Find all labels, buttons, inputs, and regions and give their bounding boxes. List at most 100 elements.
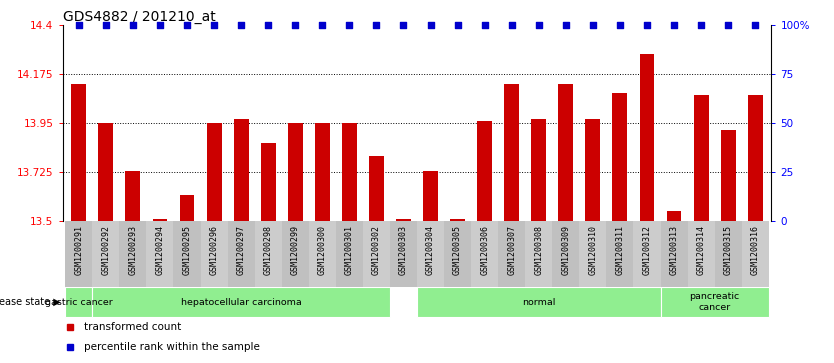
Bar: [640, 54, 655, 221]
Bar: [721, 130, 736, 221]
Bar: [261, 143, 275, 221]
Point: [451, 23, 465, 28]
Bar: [125, 171, 140, 221]
Text: pancreatic
cancer: pancreatic cancer: [690, 293, 740, 312]
Bar: [363, 221, 390, 287]
Point: [289, 23, 302, 28]
Point: [208, 23, 221, 28]
Point: [586, 23, 600, 28]
Text: GSM1200301: GSM1200301: [344, 225, 354, 275]
Bar: [634, 221, 661, 287]
Bar: [423, 171, 438, 221]
Point: [613, 23, 626, 28]
Text: GSM1200306: GSM1200306: [480, 225, 490, 275]
Point: [153, 23, 167, 28]
Bar: [65, 221, 93, 287]
Text: gastric cancer: gastric cancer: [45, 298, 113, 307]
Point: [343, 23, 356, 28]
Point: [695, 23, 708, 28]
Bar: [661, 221, 687, 287]
Bar: [200, 221, 228, 287]
Bar: [282, 221, 309, 287]
Text: GSM1200316: GSM1200316: [751, 225, 760, 275]
Text: GSM1200308: GSM1200308: [535, 225, 543, 275]
Bar: [228, 221, 254, 287]
Text: percentile rank within the sample: percentile rank within the sample: [83, 342, 259, 352]
Text: GSM1200297: GSM1200297: [237, 225, 246, 275]
Point: [126, 23, 139, 28]
Bar: [254, 221, 282, 287]
Bar: [666, 211, 681, 221]
Text: GSM1200303: GSM1200303: [399, 225, 408, 275]
Text: GSM1200293: GSM1200293: [128, 225, 138, 275]
Point: [667, 23, 681, 28]
Bar: [498, 221, 525, 287]
Bar: [612, 93, 627, 221]
Text: GSM1200291: GSM1200291: [74, 225, 83, 275]
Bar: [417, 221, 444, 287]
Text: GSM1200311: GSM1200311: [615, 225, 625, 275]
Bar: [505, 84, 519, 221]
Bar: [585, 119, 600, 221]
Bar: [93, 287, 390, 317]
Bar: [98, 123, 113, 221]
Point: [532, 23, 545, 28]
Text: transformed count: transformed count: [83, 322, 181, 333]
Point: [424, 23, 437, 28]
Text: GSM1200314: GSM1200314: [696, 225, 706, 275]
Text: GSM1200296: GSM1200296: [209, 225, 219, 275]
Text: GSM1200295: GSM1200295: [183, 225, 192, 275]
Bar: [559, 84, 573, 221]
Bar: [147, 221, 173, 287]
Bar: [65, 287, 93, 317]
Text: GSM1200302: GSM1200302: [372, 225, 381, 275]
Bar: [390, 221, 417, 287]
Bar: [552, 221, 580, 287]
Text: GSM1200309: GSM1200309: [561, 225, 570, 275]
Text: GSM1200294: GSM1200294: [155, 225, 164, 275]
Bar: [179, 195, 194, 221]
Point: [262, 23, 275, 28]
Bar: [207, 123, 222, 221]
Point: [397, 23, 410, 28]
Bar: [687, 221, 715, 287]
Text: GSM1200305: GSM1200305: [453, 225, 462, 275]
Bar: [694, 95, 709, 221]
Text: GDS4882 / 201210_at: GDS4882 / 201210_at: [63, 11, 215, 24]
Text: GSM1200298: GSM1200298: [264, 225, 273, 275]
Bar: [471, 221, 498, 287]
Bar: [450, 219, 465, 221]
Text: GSM1200300: GSM1200300: [318, 225, 327, 275]
Bar: [444, 221, 471, 287]
Bar: [173, 221, 200, 287]
Text: disease state ▶: disease state ▶: [0, 297, 61, 307]
Bar: [661, 287, 769, 317]
Point: [369, 23, 383, 28]
Point: [72, 23, 85, 28]
Point: [99, 23, 113, 28]
Bar: [336, 221, 363, 287]
Text: GSM1200310: GSM1200310: [588, 225, 597, 275]
Bar: [93, 221, 119, 287]
Text: GSM1200315: GSM1200315: [724, 225, 732, 275]
Bar: [369, 156, 384, 221]
Bar: [531, 119, 546, 221]
Bar: [234, 119, 249, 221]
Bar: [477, 121, 492, 221]
Point: [721, 23, 735, 28]
Point: [478, 23, 491, 28]
Bar: [580, 221, 606, 287]
Bar: [748, 95, 762, 221]
Point: [315, 23, 329, 28]
Text: GSM1200304: GSM1200304: [426, 225, 435, 275]
Bar: [396, 219, 411, 221]
Bar: [342, 123, 357, 221]
Text: GSM1200299: GSM1200299: [291, 225, 299, 275]
Text: hepatocellular carcinoma: hepatocellular carcinoma: [181, 298, 302, 307]
Bar: [715, 221, 741, 287]
Point: [749, 23, 762, 28]
Bar: [741, 221, 769, 287]
Point: [180, 23, 193, 28]
Text: GSM1200312: GSM1200312: [642, 225, 651, 275]
Bar: [315, 123, 329, 221]
